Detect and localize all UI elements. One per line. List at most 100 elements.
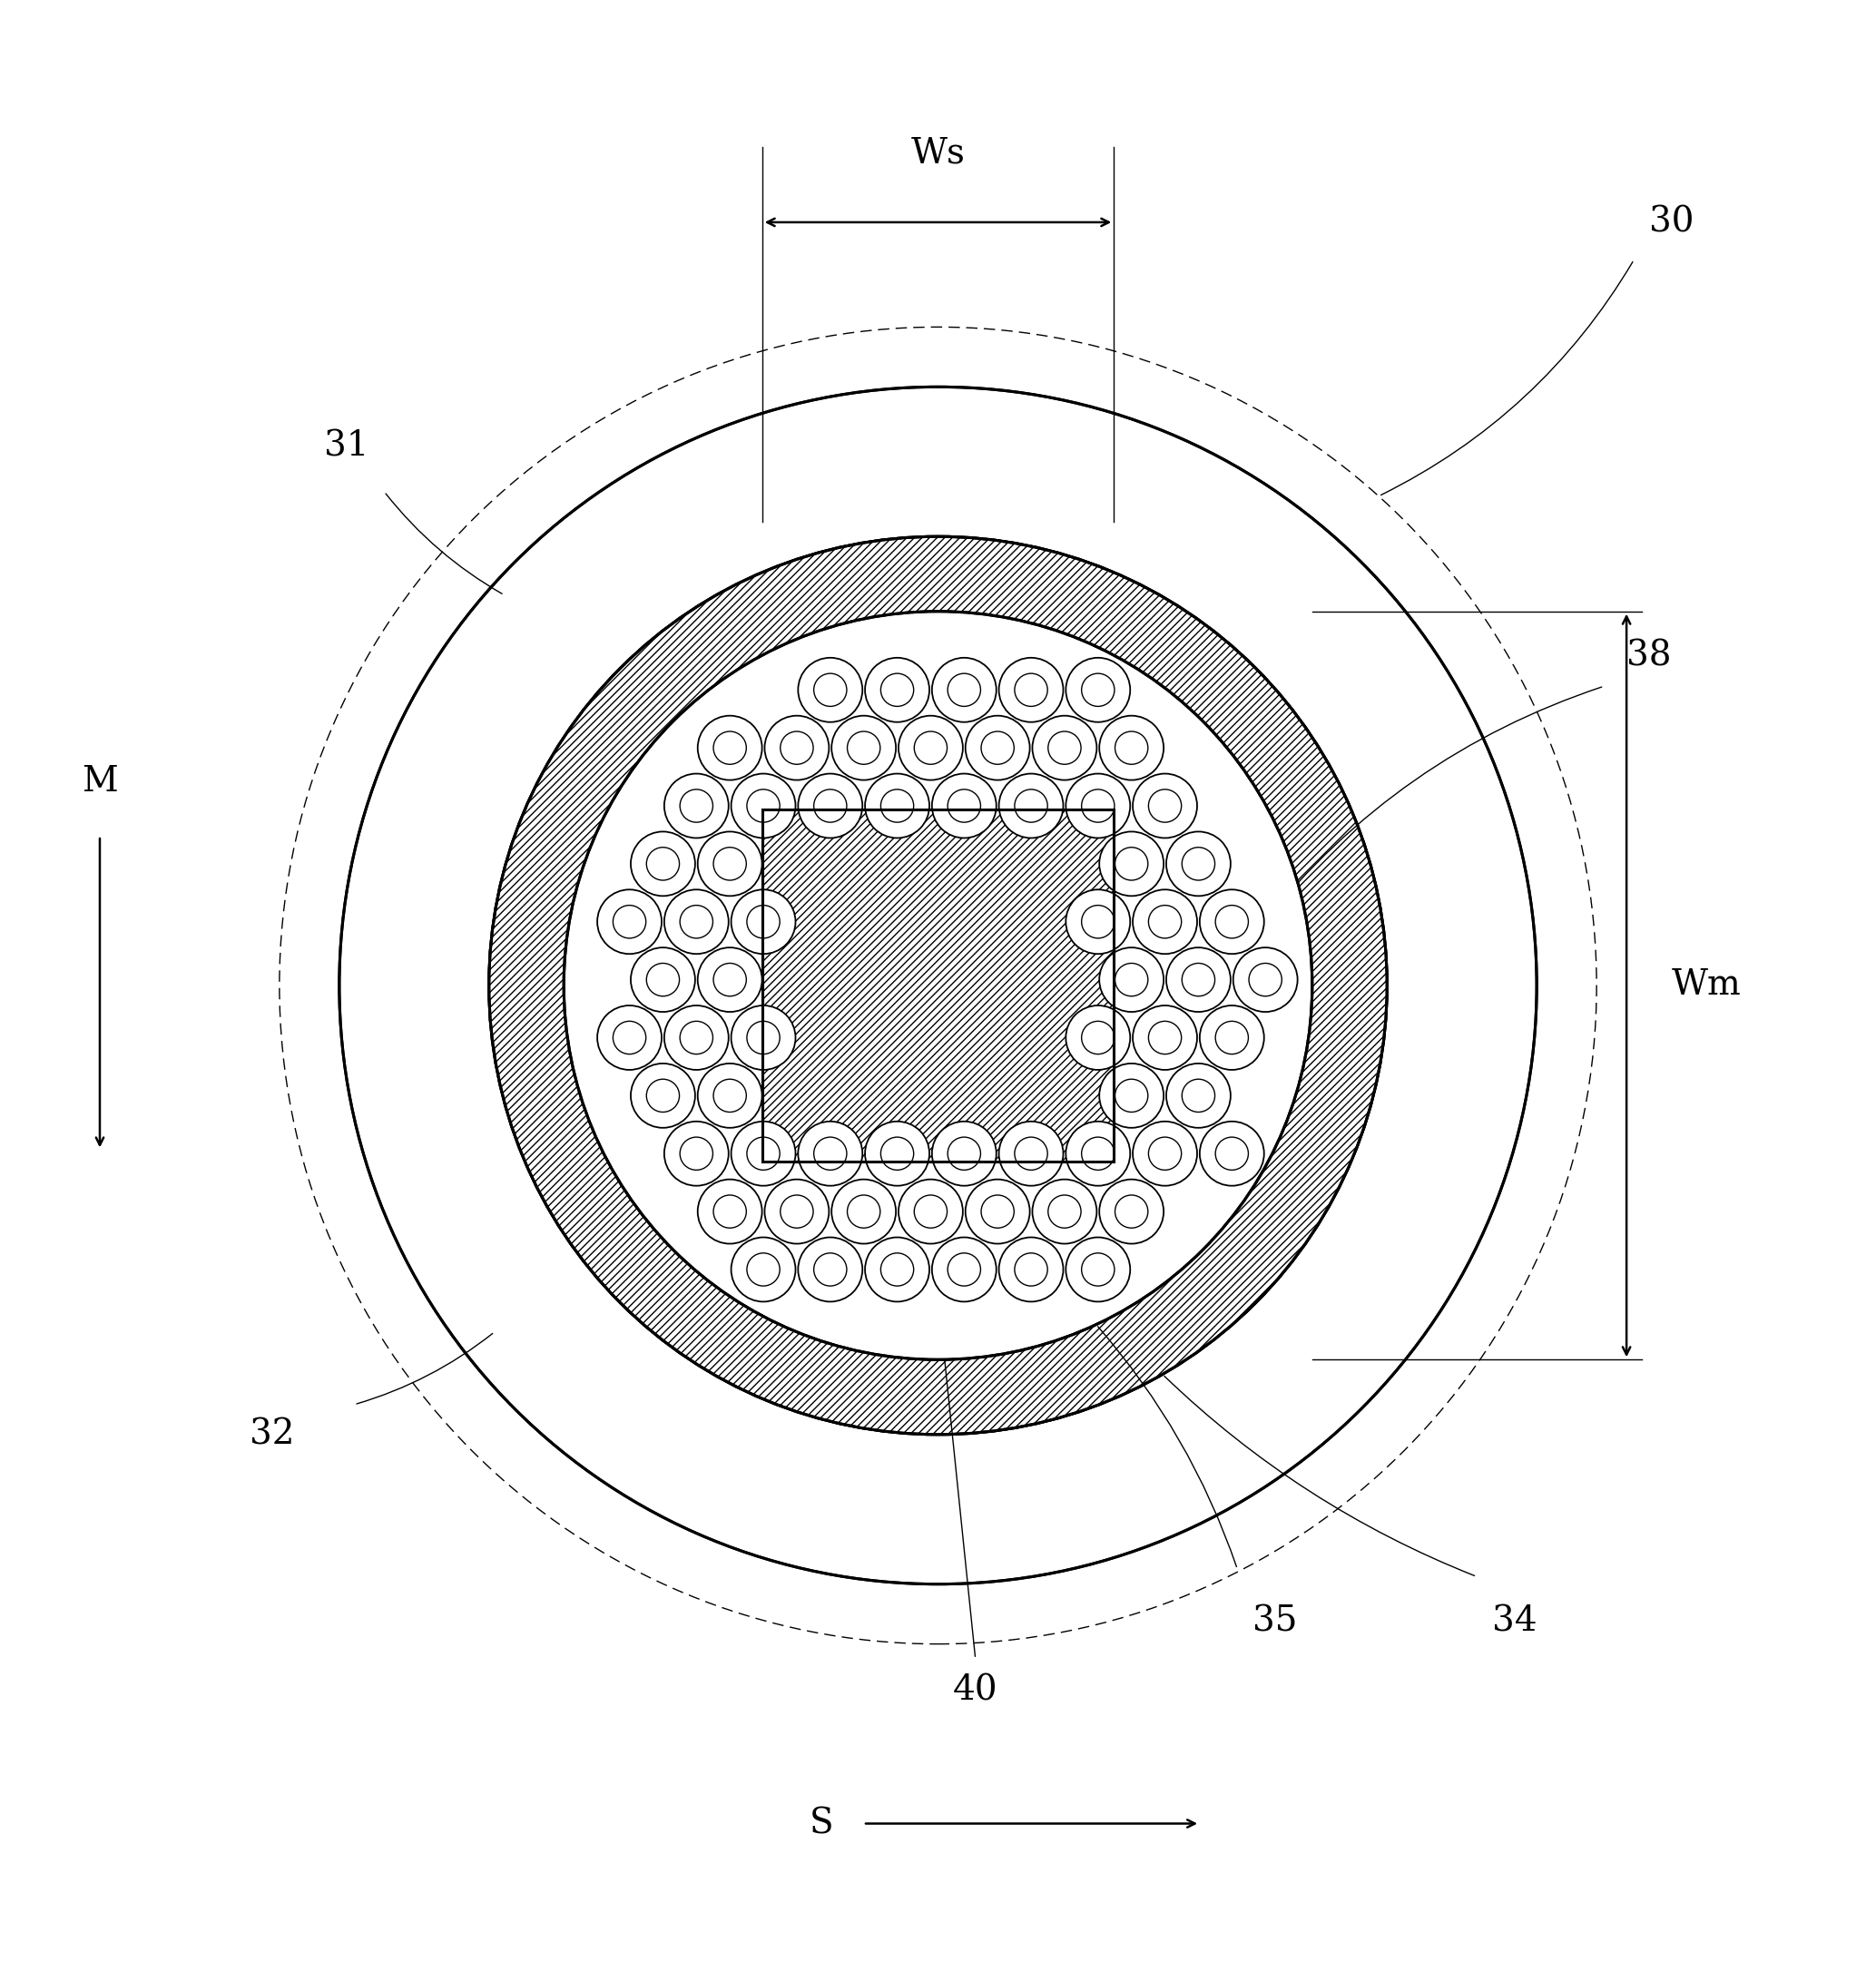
Circle shape xyxy=(1133,775,1197,838)
Circle shape xyxy=(713,1194,747,1228)
Circle shape xyxy=(1114,1080,1148,1112)
Circle shape xyxy=(713,848,747,881)
Circle shape xyxy=(1082,788,1114,822)
Circle shape xyxy=(597,1005,662,1070)
Text: S: S xyxy=(809,1807,833,1841)
Circle shape xyxy=(1148,1137,1182,1171)
Circle shape xyxy=(1182,848,1216,881)
Circle shape xyxy=(1114,1194,1148,1228)
Circle shape xyxy=(797,1238,863,1301)
Circle shape xyxy=(947,788,981,822)
Circle shape xyxy=(1182,1080,1216,1112)
Circle shape xyxy=(1114,964,1148,995)
Circle shape xyxy=(1199,1005,1264,1070)
Circle shape xyxy=(1066,889,1129,954)
Circle shape xyxy=(664,775,728,838)
Circle shape xyxy=(664,1005,728,1070)
Circle shape xyxy=(865,1121,929,1187)
Text: 30: 30 xyxy=(1649,205,1694,238)
Circle shape xyxy=(1082,1021,1114,1054)
Circle shape xyxy=(848,731,880,765)
Circle shape xyxy=(1114,848,1148,881)
Circle shape xyxy=(1066,1238,1129,1301)
Circle shape xyxy=(814,674,846,706)
Circle shape xyxy=(998,775,1064,838)
Circle shape xyxy=(1015,1137,1047,1171)
Circle shape xyxy=(713,731,747,765)
Circle shape xyxy=(647,964,679,995)
Circle shape xyxy=(981,731,1015,765)
Circle shape xyxy=(780,731,814,765)
Text: 38: 38 xyxy=(1626,639,1672,672)
Circle shape xyxy=(880,1137,914,1171)
Text: 34: 34 xyxy=(1491,1604,1536,1638)
Circle shape xyxy=(998,1121,1064,1187)
Circle shape xyxy=(1148,788,1182,822)
Circle shape xyxy=(732,889,795,954)
Circle shape xyxy=(1015,1254,1047,1285)
Circle shape xyxy=(880,1254,914,1285)
Circle shape xyxy=(814,788,846,822)
Circle shape xyxy=(865,1238,929,1301)
Circle shape xyxy=(1082,674,1114,706)
Circle shape xyxy=(947,1254,981,1285)
Circle shape xyxy=(1099,1064,1163,1127)
Circle shape xyxy=(797,775,863,838)
Circle shape xyxy=(679,1137,713,1171)
Circle shape xyxy=(698,1179,762,1244)
Circle shape xyxy=(1199,1121,1264,1187)
Circle shape xyxy=(1249,964,1281,995)
Circle shape xyxy=(732,775,795,838)
Circle shape xyxy=(914,731,947,765)
Circle shape xyxy=(1133,889,1197,954)
Text: Wm: Wm xyxy=(1672,968,1741,1003)
Circle shape xyxy=(1099,715,1163,781)
Circle shape xyxy=(1148,905,1182,938)
Circle shape xyxy=(698,715,762,781)
Circle shape xyxy=(747,1137,780,1171)
Circle shape xyxy=(1066,775,1129,838)
Text: M: M xyxy=(83,765,118,798)
Circle shape xyxy=(732,1121,795,1187)
Text: 31: 31 xyxy=(325,430,370,463)
Circle shape xyxy=(747,788,780,822)
Circle shape xyxy=(747,905,780,938)
Circle shape xyxy=(932,775,996,838)
Circle shape xyxy=(998,658,1064,721)
Circle shape xyxy=(732,1005,795,1070)
Circle shape xyxy=(899,1179,962,1244)
Circle shape xyxy=(630,1064,696,1127)
Circle shape xyxy=(797,1121,863,1187)
Circle shape xyxy=(932,1121,996,1187)
Circle shape xyxy=(865,775,929,838)
Circle shape xyxy=(490,536,1386,1435)
Circle shape xyxy=(747,1254,780,1285)
Circle shape xyxy=(1167,948,1231,1011)
Circle shape xyxy=(1216,905,1248,938)
Circle shape xyxy=(880,788,914,822)
Circle shape xyxy=(679,788,713,822)
Circle shape xyxy=(998,1238,1064,1301)
Circle shape xyxy=(966,1179,1030,1244)
Circle shape xyxy=(1066,1121,1129,1187)
Circle shape xyxy=(932,658,996,721)
Circle shape xyxy=(1133,1121,1197,1187)
Circle shape xyxy=(1082,1254,1114,1285)
Text: 32: 32 xyxy=(250,1417,295,1451)
Circle shape xyxy=(1082,1137,1114,1171)
Circle shape xyxy=(814,1254,846,1285)
Circle shape xyxy=(1099,1179,1163,1244)
Circle shape xyxy=(981,1194,1015,1228)
Circle shape xyxy=(1032,1179,1097,1244)
Circle shape xyxy=(1148,1021,1182,1054)
Text: 35: 35 xyxy=(1253,1604,1296,1638)
Circle shape xyxy=(647,1080,679,1112)
Circle shape xyxy=(1066,658,1129,721)
Circle shape xyxy=(814,1137,846,1171)
Bar xyxy=(762,810,1114,1161)
Circle shape xyxy=(340,386,1536,1585)
Circle shape xyxy=(713,1080,747,1112)
Circle shape xyxy=(1099,948,1163,1011)
Text: 40: 40 xyxy=(953,1673,998,1707)
Circle shape xyxy=(1167,1064,1231,1127)
